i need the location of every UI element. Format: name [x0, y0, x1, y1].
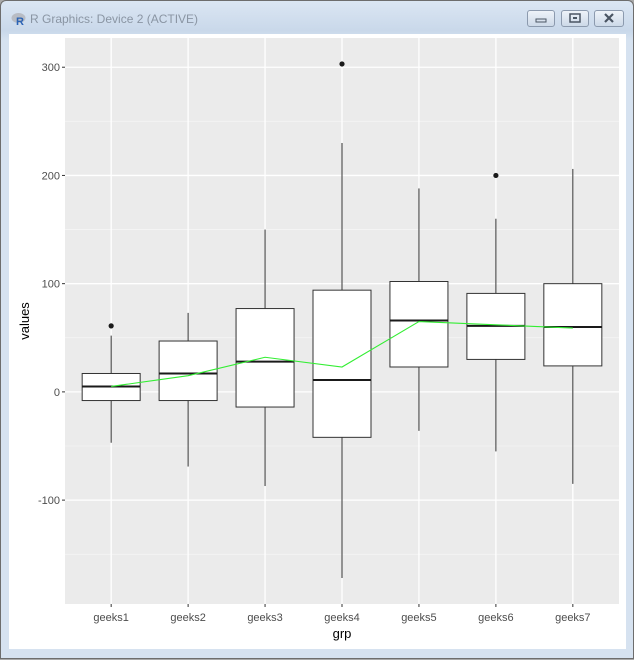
- x-tick-label: geeks3: [247, 612, 282, 624]
- x-tick-label: geeks5: [401, 612, 436, 624]
- plot-area: -100 0 100 200 300 geeks1 geeks2 geeks3 geeks4 ge…: [9, 34, 626, 649]
- y-axis-title: values: [17, 302, 32, 340]
- x-tick-label: geeks4: [324, 612, 359, 624]
- mean-line: [111, 320, 573, 388]
- outlier-point: [339, 61, 345, 67]
- box-geeks7: [543, 283, 603, 367]
- y-tick-label: 100: [42, 279, 60, 291]
- close-button[interactable]: [594, 10, 624, 27]
- y-tick-label: 200: [42, 170, 60, 182]
- y-tick-label: -100: [38, 495, 60, 507]
- boxplot-chart: -100 0 100 200 300 geeks1 geeks2 geeks3 geeks4 ge…: [17, 38, 619, 641]
- maximize-icon: [569, 13, 581, 23]
- outlier-point: [493, 172, 499, 179]
- box-geeks5: [389, 280, 449, 368]
- title-bar[interactable]: R R Graphics: Device 2 (ACTIVE): [1, 1, 633, 35]
- box-geeks4: [312, 289, 372, 438]
- y-tick-label: 0: [54, 387, 60, 399]
- y-tick-label: 300: [42, 62, 60, 74]
- svg-text:R: R: [16, 16, 24, 26]
- x-tick-label: geeks6: [478, 612, 513, 624]
- close-icon: [604, 13, 614, 23]
- window-title: R Graphics: Device 2 (ACTIVE): [30, 12, 199, 26]
- minimize-icon: [535, 18, 547, 23]
- outlier-point: [108, 323, 114, 329]
- x-axis-title: grp: [333, 626, 352, 641]
- x-tick-label: geeks7: [555, 612, 590, 624]
- x-tick-label: geeks1: [93, 612, 128, 624]
- minimize-button[interactable]: [527, 10, 555, 27]
- x-tick-label: geeks2: [170, 612, 205, 624]
- maximize-button[interactable]: [561, 10, 589, 27]
- r-logo-icon: R: [11, 13, 26, 26]
